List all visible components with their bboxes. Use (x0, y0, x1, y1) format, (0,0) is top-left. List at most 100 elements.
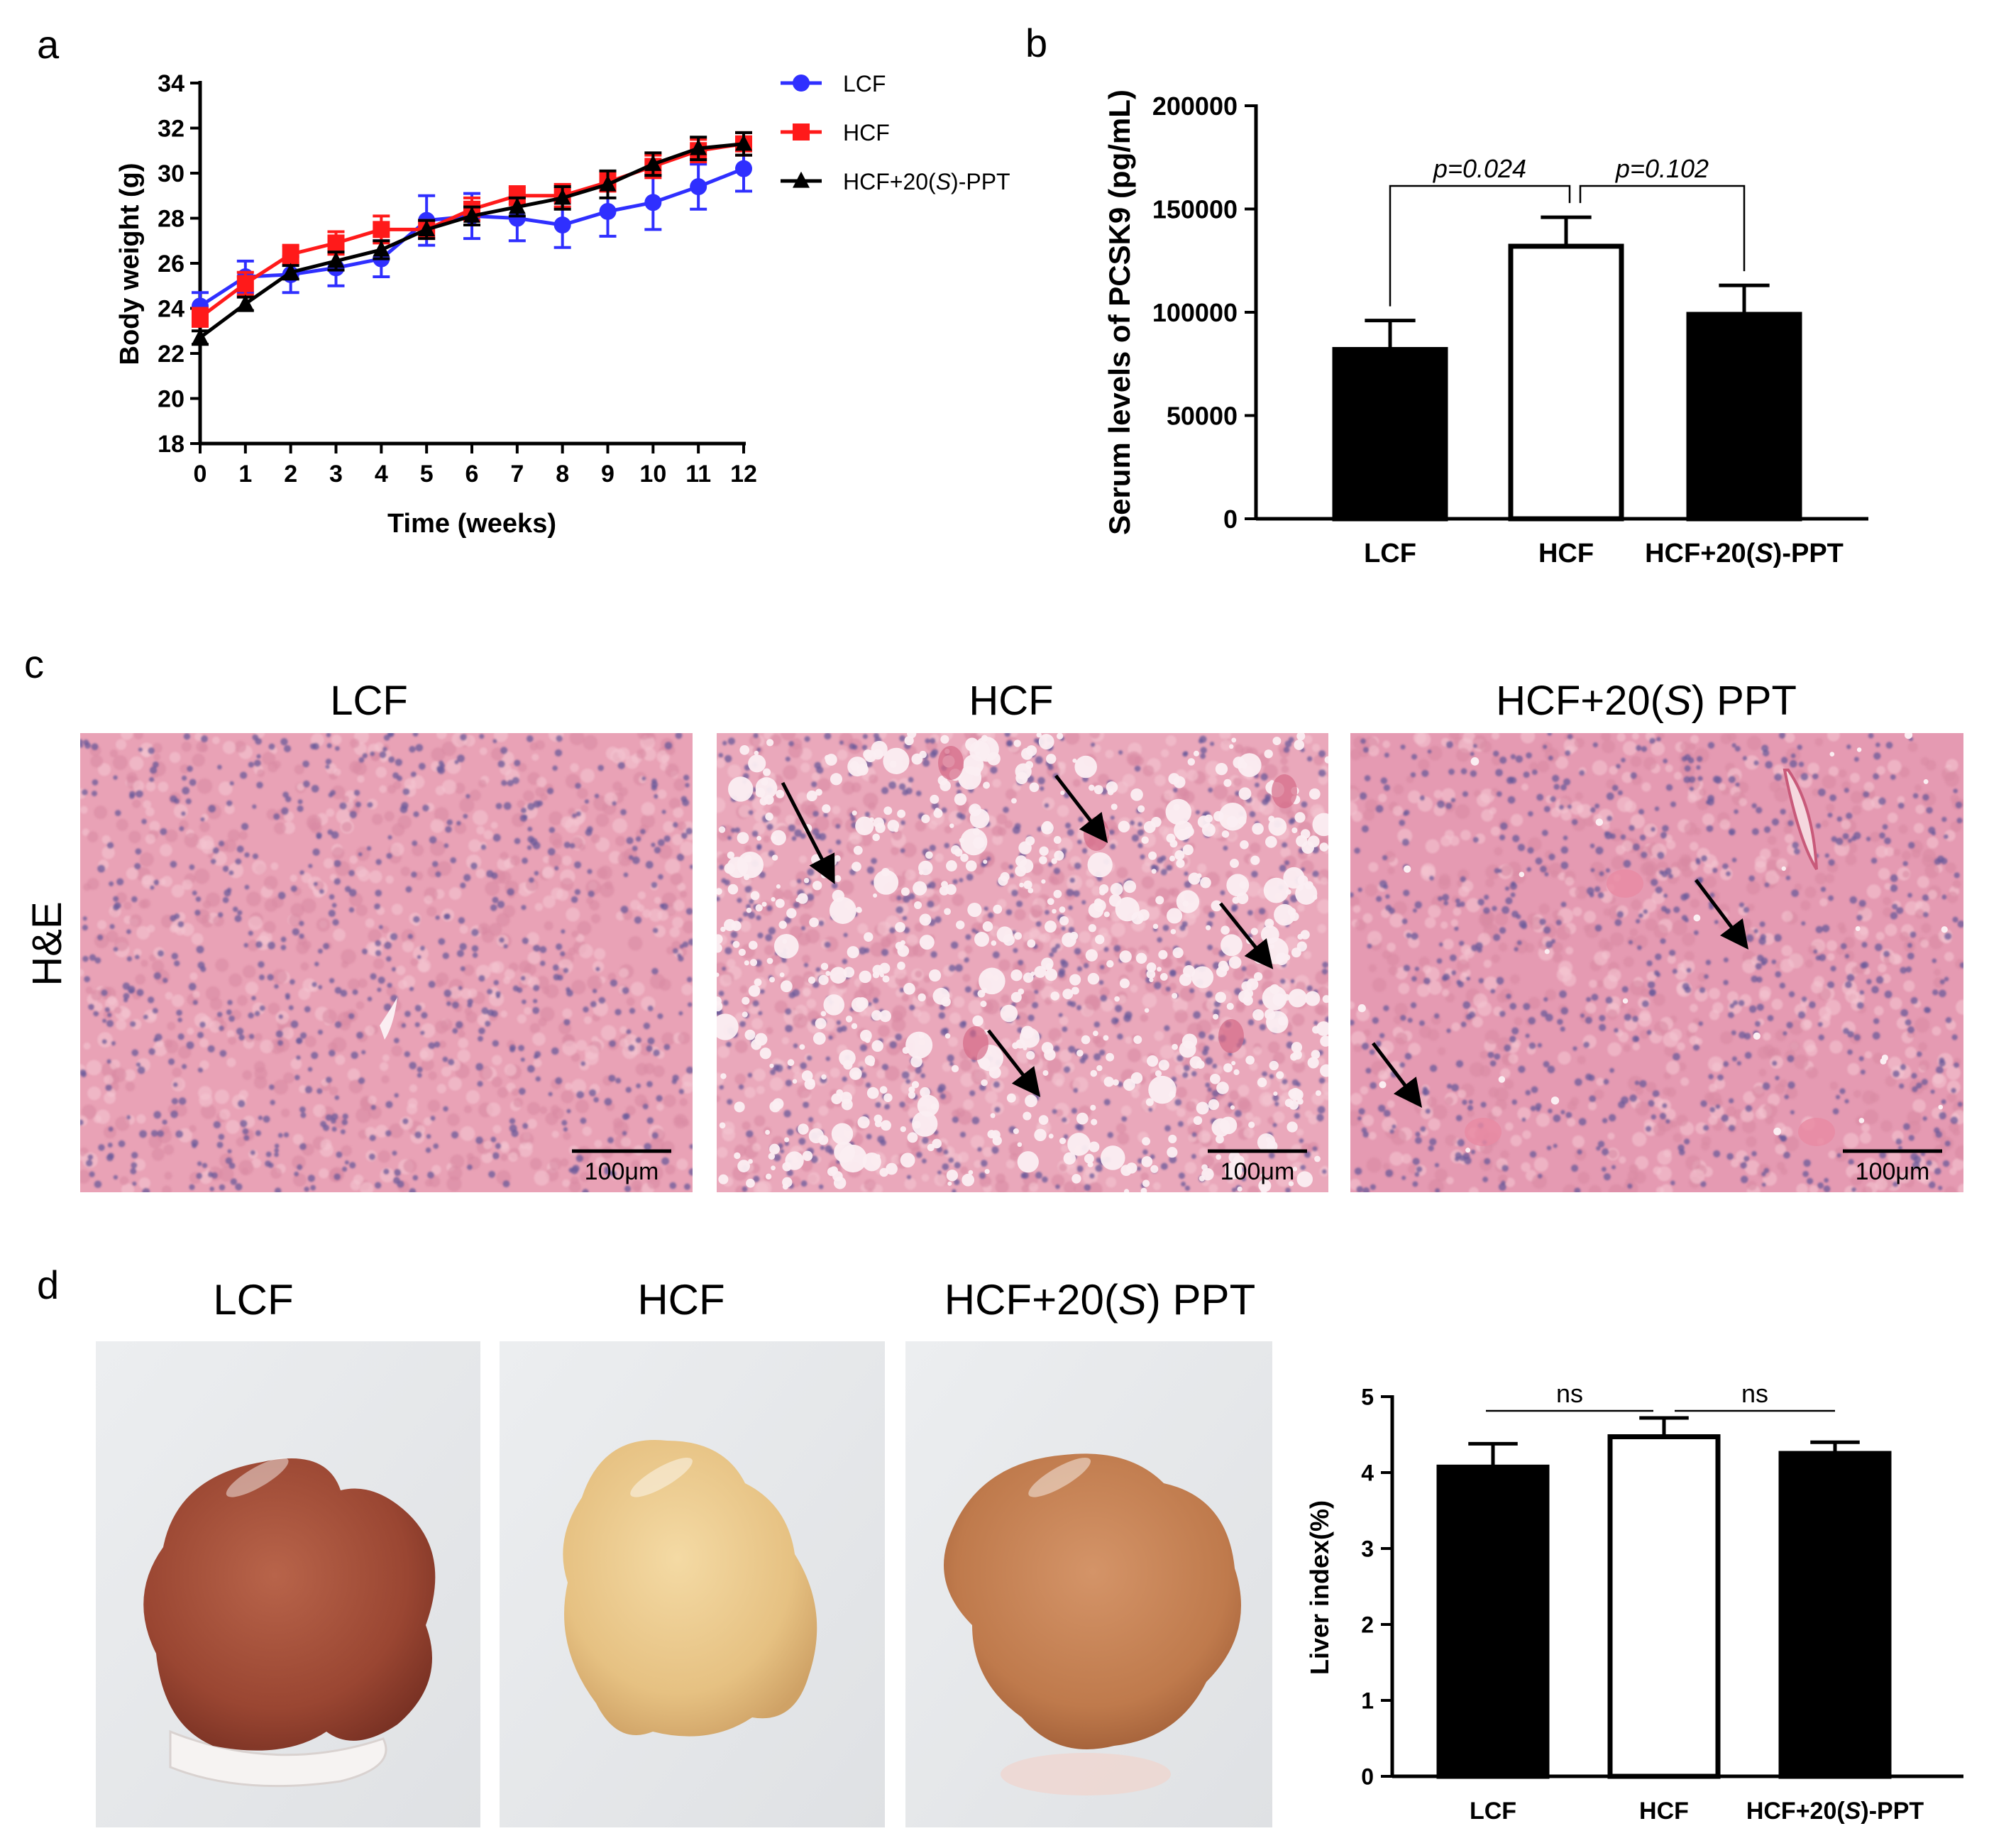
lipid-vacuole (1294, 739, 1305, 750)
nucleus (191, 1139, 199, 1147)
nucleus (626, 1029, 632, 1035)
cell (1362, 913, 1373, 923)
lipid-vacuole (908, 1091, 916, 1099)
cell (1101, 999, 1114, 1012)
cell (560, 877, 574, 891)
lipid-vacuole (900, 1126, 906, 1133)
lipid-vacuole (981, 1079, 988, 1087)
nucleus (859, 947, 866, 955)
cell (1292, 1060, 1306, 1073)
cell (251, 859, 267, 875)
cell (1828, 1150, 1836, 1159)
cell (1142, 862, 1152, 873)
lipid-vacuole (771, 835, 776, 841)
cell (1555, 756, 1569, 769)
cell (1498, 942, 1508, 952)
nucleus (737, 918, 743, 923)
cell (1237, 1096, 1250, 1110)
lipid-vacuole (987, 752, 1001, 766)
cell (1781, 911, 1793, 923)
nucleus (148, 747, 155, 754)
cell (1667, 955, 1676, 964)
nucleus (551, 1047, 559, 1055)
nucleus (661, 1157, 669, 1165)
nucleus (1318, 769, 1326, 777)
nucleus (219, 1025, 224, 1031)
nucleus (374, 903, 381, 910)
cell (654, 896, 661, 904)
nucleus (1077, 839, 1083, 845)
nucleus (804, 736, 810, 742)
cell (1521, 1162, 1531, 1172)
lipid-vacuole (959, 837, 964, 843)
nucleus (941, 807, 947, 813)
cell (764, 945, 775, 955)
nucleus (227, 1149, 232, 1154)
nucleus (803, 962, 809, 967)
lipid-vacuole (1291, 827, 1298, 834)
cell (1000, 1038, 1011, 1049)
cell (129, 914, 143, 928)
nucleus (818, 920, 825, 927)
cell (1426, 1096, 1438, 1107)
cell (1615, 845, 1626, 855)
cell (1887, 759, 1902, 774)
nucleus (816, 766, 824, 774)
cell (830, 1067, 840, 1078)
nucleus (1284, 860, 1290, 866)
cell (1005, 1160, 1015, 1169)
nucleus (864, 811, 871, 818)
nucleus (686, 977, 693, 983)
lipid-vacuole (1265, 836, 1277, 848)
vessel (1084, 817, 1109, 851)
cell (756, 1086, 765, 1094)
cell (83, 883, 92, 891)
cell (1472, 1016, 1483, 1028)
cell (792, 1013, 808, 1028)
legend-item: HCF+20(S)-PPT (781, 169, 1010, 194)
nucleus (1164, 1125, 1171, 1132)
nucleus (458, 986, 463, 991)
nucleus (438, 937, 446, 945)
nucleus (377, 987, 382, 992)
cell (429, 840, 446, 857)
cell (356, 847, 370, 862)
nucleus (518, 1087, 526, 1095)
nucleus (719, 1084, 724, 1090)
cell (1489, 807, 1497, 815)
cell (478, 923, 490, 935)
nucleus (396, 775, 402, 781)
nucleus (791, 836, 797, 841)
nucleus (274, 984, 279, 989)
nucleus (742, 1186, 748, 1192)
nucleus (1164, 1025, 1170, 1031)
nucleus (256, 781, 263, 789)
nucleus (820, 1145, 825, 1150)
nucleus (275, 1187, 282, 1192)
nucleus (252, 804, 257, 809)
cell (1898, 1171, 1911, 1184)
cell (1014, 908, 1026, 920)
cell (1880, 1120, 1892, 1133)
cell (373, 958, 385, 970)
cell (637, 733, 651, 740)
cell (1362, 809, 1375, 821)
cell (517, 1014, 527, 1024)
lipid-vacuole (1123, 880, 1137, 893)
nucleus (722, 1000, 729, 1006)
nucleus (375, 889, 382, 897)
lipid-vacuole (1072, 758, 1077, 763)
nucleus (323, 942, 330, 950)
cell (529, 1157, 542, 1170)
nucleus (806, 1055, 812, 1061)
cell (744, 1087, 756, 1099)
cell (241, 1167, 249, 1175)
cell (1379, 1040, 1394, 1055)
nucleus (689, 864, 693, 869)
lipid-vacuole (887, 820, 900, 832)
nucleus (297, 805, 304, 813)
cell (478, 1066, 493, 1080)
lipid-vacuole (996, 926, 1013, 943)
nucleus (174, 960, 180, 967)
nucleus (111, 1040, 116, 1046)
